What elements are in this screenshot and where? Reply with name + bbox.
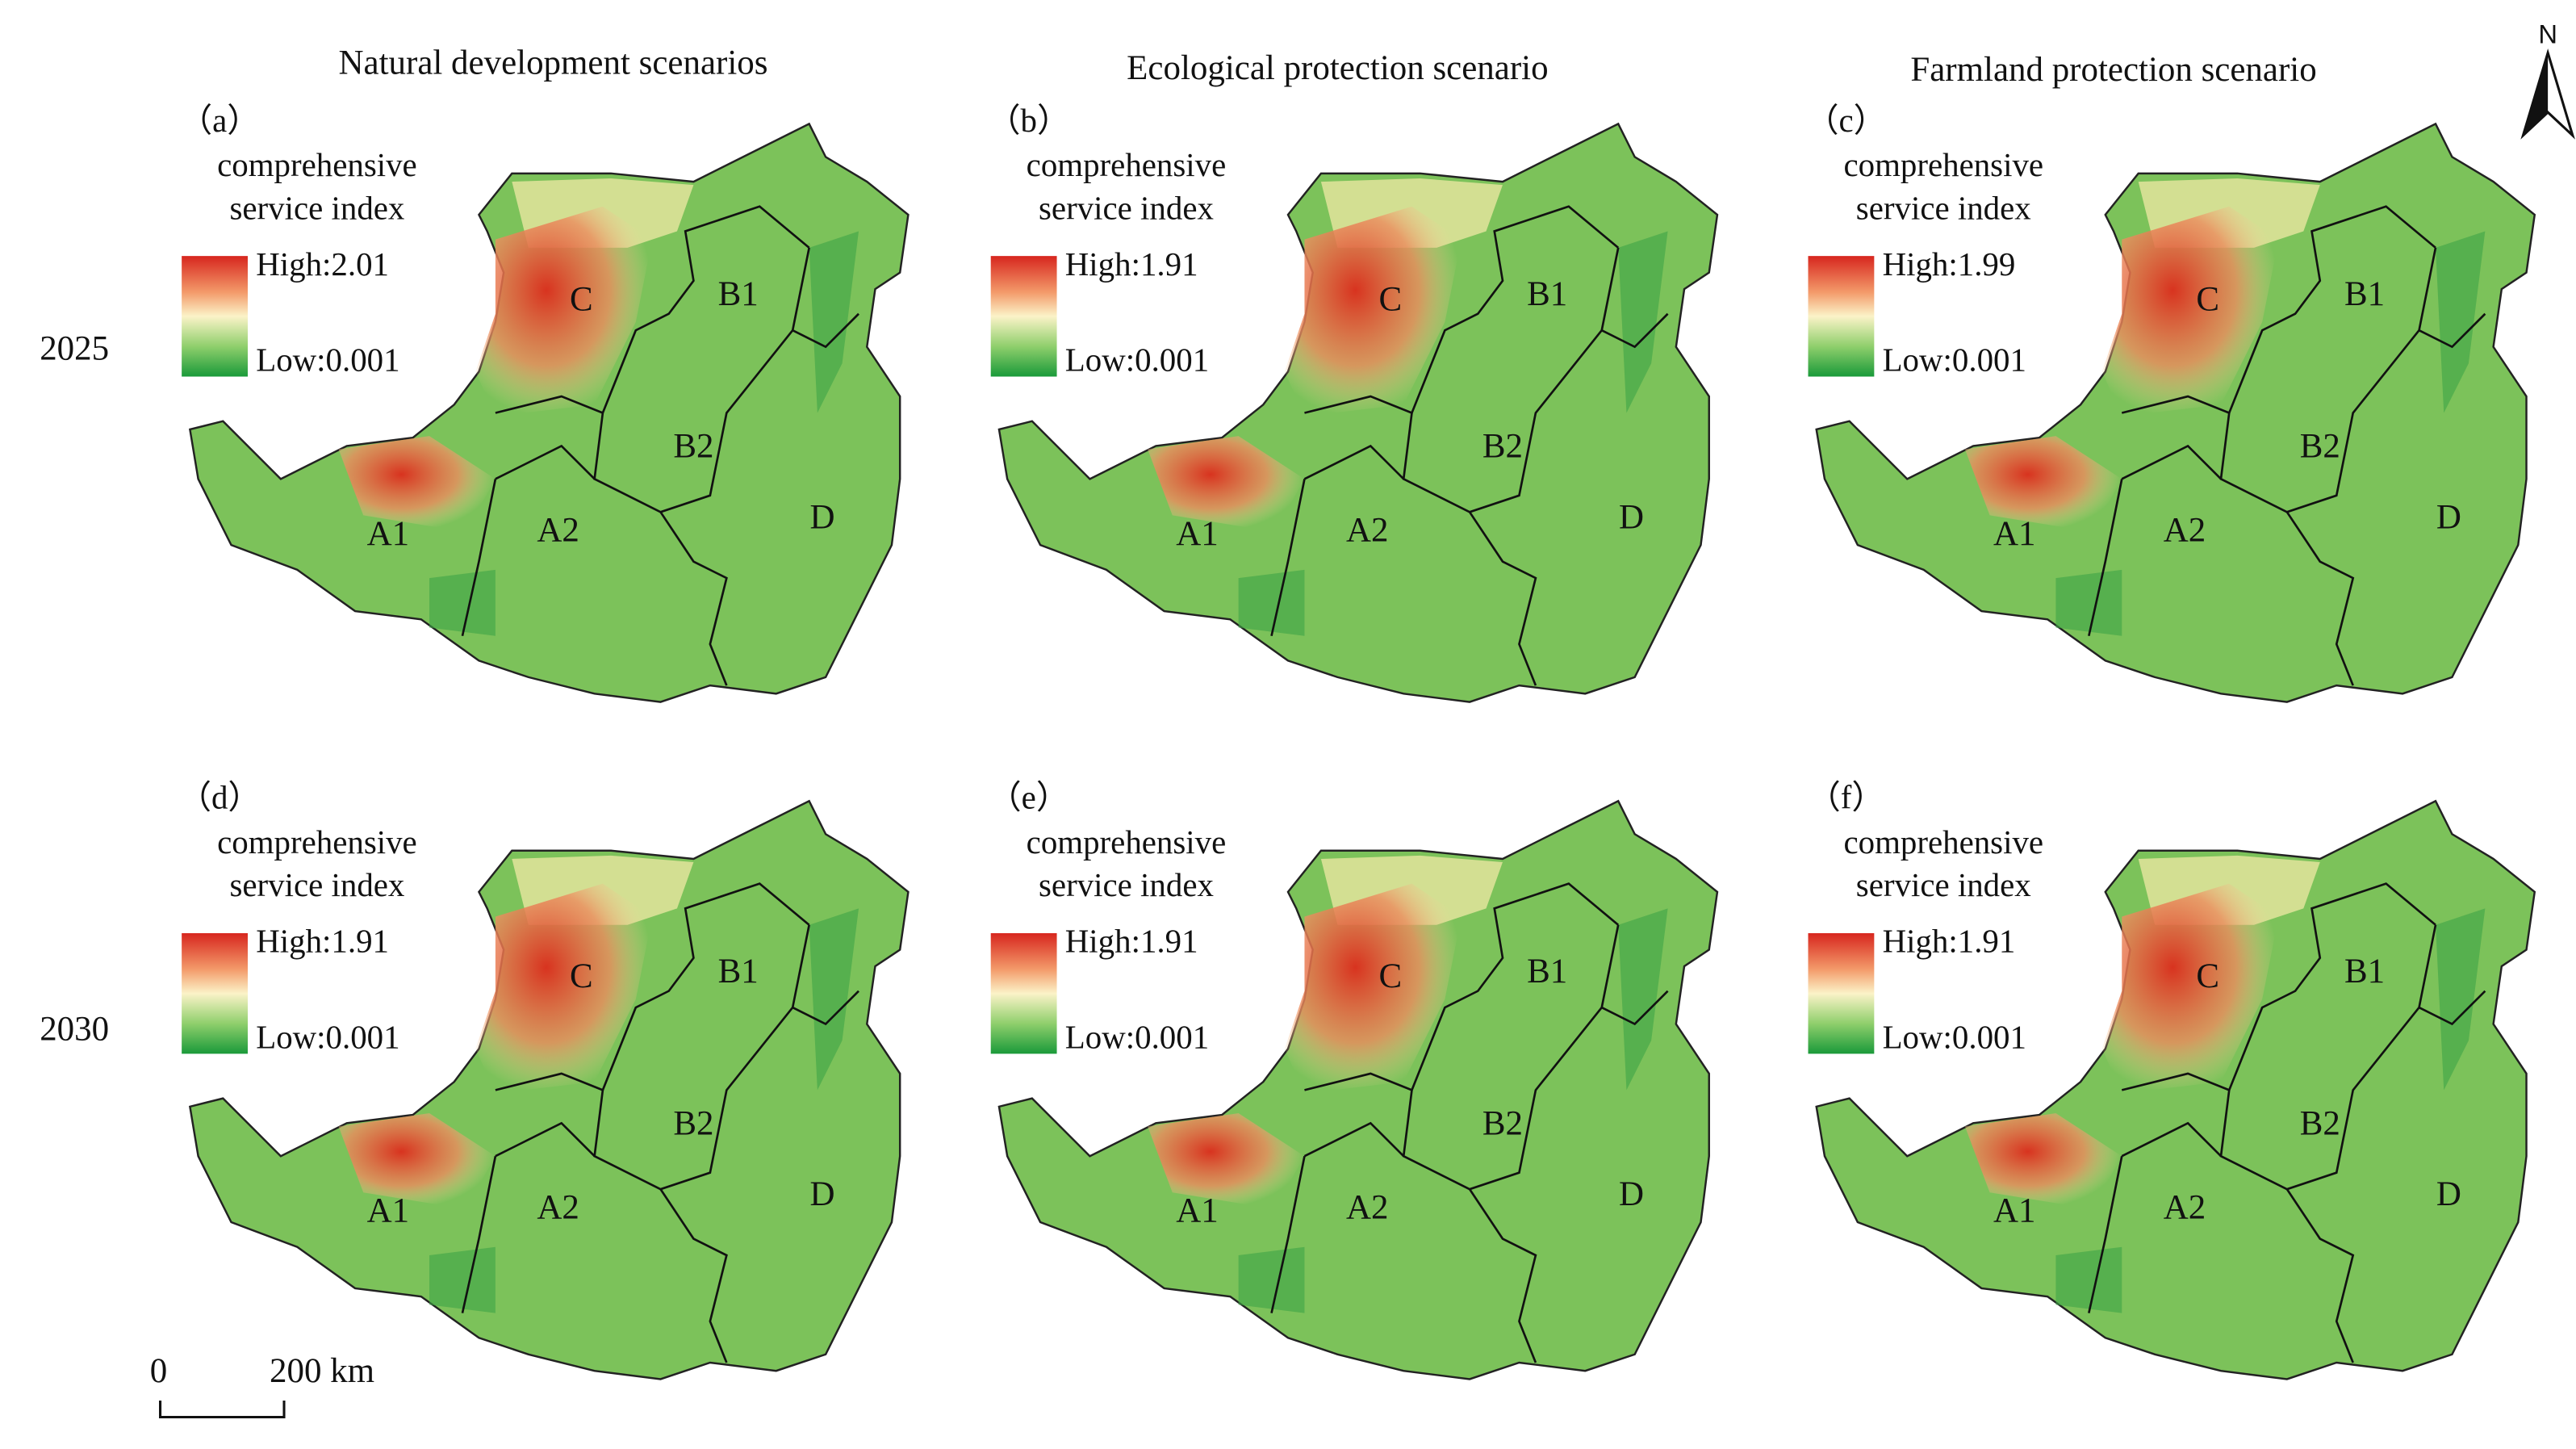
legend-title: service index — [1856, 867, 2031, 903]
region-label: D — [1619, 498, 1644, 536]
legend-low: Low:0.001 — [1883, 342, 2026, 379]
column-title: Farmland protection scenario — [1910, 51, 2316, 89]
legend-low: Low:0.001 — [1065, 1019, 1209, 1055]
map-panel: （f） comprehensive service index High:1.91 Lo… — [1808, 780, 2536, 1380]
legend-high: High:2.01 — [256, 246, 389, 283]
panel-label: （e） — [989, 780, 1069, 816]
region-label: A2 — [537, 512, 579, 550]
region-label: A2 — [2164, 512, 2206, 550]
legend-bar — [1808, 256, 1875, 377]
legend-title: comprehensive — [1027, 147, 1227, 183]
legend-bar — [182, 256, 248, 377]
region-label: A1 — [1176, 515, 1218, 553]
legend-title: comprehensive — [1027, 824, 1227, 861]
legend-title: comprehensive — [217, 824, 417, 861]
region-label: D — [2436, 498, 2461, 536]
north-label: N — [2538, 19, 2557, 49]
legend-high: High:1.91 — [256, 923, 389, 960]
legend-title: service index — [229, 867, 404, 903]
region-label: A2 — [1346, 1189, 1389, 1227]
region-label: B2 — [673, 1104, 713, 1142]
panel-label: （a） — [179, 103, 260, 139]
panel-label: （b） — [988, 103, 1070, 139]
scale-end: 200 km — [270, 1352, 374, 1390]
column-title: Ecological protection scenario — [1127, 49, 1548, 87]
region-label: B2 — [1482, 427, 1523, 465]
region-label: A1 — [367, 515, 410, 553]
legend-title: comprehensive — [1843, 824, 2043, 861]
map-panel: （a） comprehensive service index High:2.01 Lo… — [179, 103, 910, 703]
legend-title: comprehensive — [217, 147, 417, 183]
north-arrow-fill — [2523, 52, 2549, 136]
region-label: D — [809, 1175, 834, 1213]
region-label: C — [570, 957, 593, 995]
region-label: A2 — [537, 1189, 579, 1227]
legend-title: service index — [1039, 867, 1214, 903]
legend-low: Low:0.001 — [256, 342, 399, 379]
region-label: C — [2196, 280, 2219, 318]
region-label: C — [2196, 957, 2219, 995]
legend-high: High:1.91 — [1883, 923, 2016, 960]
panel-label: （d） — [178, 780, 261, 816]
panel-label: （f） — [1808, 780, 1884, 816]
map-panel: （e） comprehensive service index High:1.91 Lo… — [989, 780, 1719, 1380]
region-label: D — [809, 498, 834, 536]
region-label: A1 — [1993, 1192, 2036, 1230]
region-label: A2 — [2164, 1189, 2206, 1227]
region-label: A1 — [1176, 1192, 1218, 1230]
region-label: B1 — [2344, 275, 2385, 313]
region-label: B2 — [673, 427, 713, 465]
legend-low: Low:0.001 — [1883, 1019, 2026, 1055]
legend-high: High:1.91 — [1065, 246, 1198, 283]
region-label: D — [1619, 1175, 1644, 1213]
row-label: 2030 — [40, 1011, 109, 1049]
legend-high: High:1.91 — [1065, 923, 1198, 960]
region-label: B2 — [2300, 1104, 2340, 1142]
map-panel: （d） comprehensive service index High:1.91 Lo… — [178, 780, 910, 1380]
region-label: C — [1379, 280, 1403, 318]
region-label: B1 — [1527, 275, 1567, 313]
region-label: A1 — [1993, 515, 2036, 553]
region-label: B1 — [718, 953, 759, 990]
row-label: 2025 — [40, 330, 109, 368]
legend-bar — [182, 933, 248, 1054]
region-label: C — [570, 280, 593, 318]
scale-start: 0 — [150, 1352, 167, 1390]
region-label: B2 — [1482, 1104, 1523, 1142]
legend-title: service index — [1039, 190, 1214, 226]
region-label: C — [1379, 957, 1403, 995]
region-label: B2 — [2300, 427, 2340, 465]
region-label: B1 — [718, 275, 759, 313]
legend-bar — [990, 256, 1057, 377]
panels: （a） comprehensive service index High:2.01 Lo… — [178, 103, 2536, 1380]
map-panel: （b） comprehensive service index High:1.91 Lo… — [988, 103, 1719, 703]
region-label: A1 — [367, 1192, 410, 1230]
region-label: D — [2436, 1175, 2461, 1213]
legend-bar — [990, 933, 1057, 1054]
legend-bar — [1808, 933, 1875, 1054]
column-title: Natural development scenarios — [339, 44, 768, 82]
scale-bar — [159, 1401, 286, 1419]
legend-title: service index — [229, 190, 404, 226]
region-label: B1 — [2344, 953, 2385, 990]
panel-label: （c） — [1806, 103, 1887, 139]
region-label: B1 — [1527, 953, 1567, 990]
legend-low: Low:0.001 — [1065, 342, 1209, 379]
legend-high: High:1.99 — [1883, 246, 2016, 283]
legend-title: comprehensive — [1843, 147, 2043, 183]
map-panel: （c） comprehensive service index High:1.99 Lo… — [1806, 103, 2536, 703]
legend-low: Low:0.001 — [256, 1019, 399, 1055]
region-label: A2 — [1346, 512, 1389, 550]
legend-title: service index — [1856, 190, 2031, 226]
